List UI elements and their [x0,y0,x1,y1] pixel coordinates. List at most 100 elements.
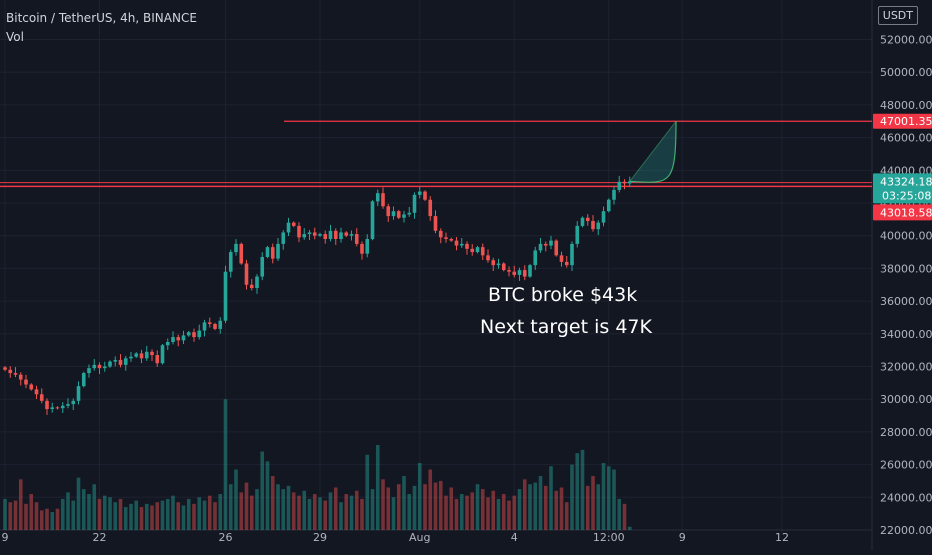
candle-body-54 [286,222,291,233]
volume-bar-115 [606,466,611,530]
volume-bar-83 [438,480,443,530]
candle-body-11 [60,405,65,409]
volume-bar-100 [528,484,532,530]
volume-bars [3,399,632,530]
volume-bar-93 [491,490,496,530]
volume-bar-59 [312,494,317,530]
volume-bar-69 [365,454,370,530]
candle-body-27 [144,351,149,359]
target-price-tag-bg [873,113,932,129]
candle-body-50 [265,247,270,257]
support-price-tag-text: 43018.58 [880,206,932,219]
volume-bar-109 [575,453,580,530]
candle-body-7 [39,394,44,401]
candle-body-2 [13,373,18,375]
candle-body-97 [512,271,517,275]
volume-bar-105 [554,490,559,530]
volume-bar-44 [234,469,238,530]
candle-body-9 [50,407,55,410]
volume-bar-18 [97,498,102,530]
target-price-tag-text: 47001.35 [880,115,932,128]
volume-bar-19 [102,495,107,530]
volume-bar-5 [29,494,34,530]
y-tick-label-14: 50000.00 [880,66,932,79]
y-tick-label-8: 38000.00 [880,262,932,275]
candle-body-95 [501,263,506,271]
candle-body-1 [8,369,13,374]
volume-bar-22 [118,498,123,530]
volume-bar-0 [3,498,7,530]
current-price-tag-bg [873,173,932,204]
candle-body-5 [29,384,34,390]
candle-body-20 [108,361,112,367]
symbol-title: Bitcoin / TetherUS, 4h, BINANCE [6,11,197,25]
volume-bar-6 [34,502,39,530]
volume-bar-43 [228,484,233,530]
y-tick-label-12: 46000.00 [880,132,932,145]
volume-bar-58 [307,498,312,530]
volume-bar-107 [564,502,569,530]
volume-bar-9 [50,512,55,530]
candle-body-61 [323,234,328,239]
candle-body-91 [480,247,485,256]
candle-body-41 [218,320,223,329]
candle-body-4 [24,379,28,385]
candle-body-63 [333,230,338,239]
candle-body-83 [438,230,443,238]
volume-bar-38 [202,500,207,530]
candle-body-35 [186,332,191,336]
volume-bar-62 [328,492,333,530]
volume-bar-28 [150,505,154,530]
candle-body-87 [459,243,464,246]
candle-body-102 [538,243,543,251]
x-tick-label-2: 26 [219,531,233,544]
candle-body-77 [407,212,412,215]
candle-body-37 [197,330,202,338]
candle-body-60 [318,234,322,236]
volume-bar-96 [507,500,511,530]
volume-bar-111 [585,485,590,530]
volume-bar-72 [381,479,385,530]
volume-bar-71 [375,444,380,530]
grid-lines [0,0,872,534]
volume-bar-49 [260,451,265,530]
volume-indicator-label[interactable]: Vol [6,30,24,44]
volume-bar-29 [155,502,160,530]
candle-body-42 [223,271,228,321]
candle-body-112 [591,221,595,230]
volume-bar-56 [297,495,301,530]
volume-bar-24 [129,503,133,530]
volume-bar-78 [412,485,417,530]
candle-body-51 [270,247,275,259]
volume-bar-82 [433,482,438,530]
annotation-line-2: Next target is 47K [480,316,652,338]
candle-body-93 [491,260,496,266]
volume-bar-54 [286,485,291,530]
candle-body-48 [255,276,259,289]
volume-bar-118 [622,503,627,530]
candle-body-115 [606,199,611,212]
y-tick-label-3: 28000.00 [880,426,932,439]
volume-bar-45 [239,492,244,530]
candle-body-103 [543,243,548,246]
candle-body-90 [475,247,480,253]
volume-bar-17 [92,484,97,530]
volume-bar-79 [417,462,422,530]
volume-bar-63 [333,487,338,530]
volume-bar-1 [8,502,13,530]
volume-bar-89 [470,492,475,530]
volume-bar-84 [444,495,448,530]
volume-bar-87 [459,494,464,530]
candle-body-117 [617,181,622,190]
candle-body-110 [580,217,585,226]
volume-bar-92 [486,497,490,530]
candle-body-89 [470,248,475,253]
currency-label[interactable]: USDT [877,6,918,25]
candle-body-118 [622,181,627,184]
candle-body-100 [528,265,532,277]
x-axis-labels: 9 22 26 29 Aug 4 12:00 9 12 [2,531,790,544]
volume-bar-103 [543,485,548,530]
candle-body-18 [97,364,102,369]
